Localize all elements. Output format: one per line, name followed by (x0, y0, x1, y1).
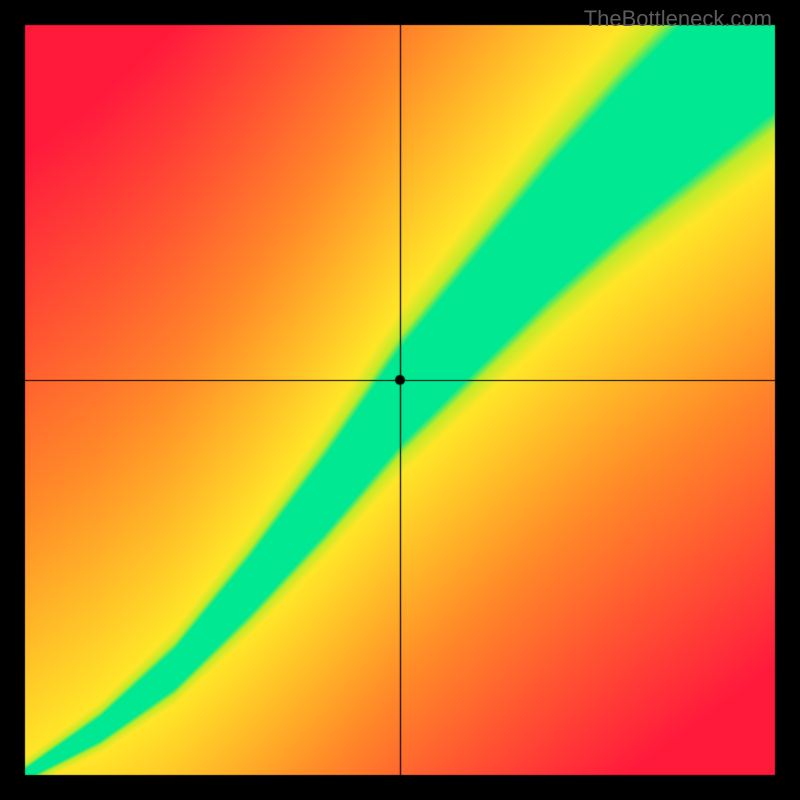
heatmap-canvas (0, 0, 800, 800)
watermark-text: TheBottleneck.com (584, 6, 772, 32)
chart-container: TheBottleneck.com (0, 0, 800, 800)
